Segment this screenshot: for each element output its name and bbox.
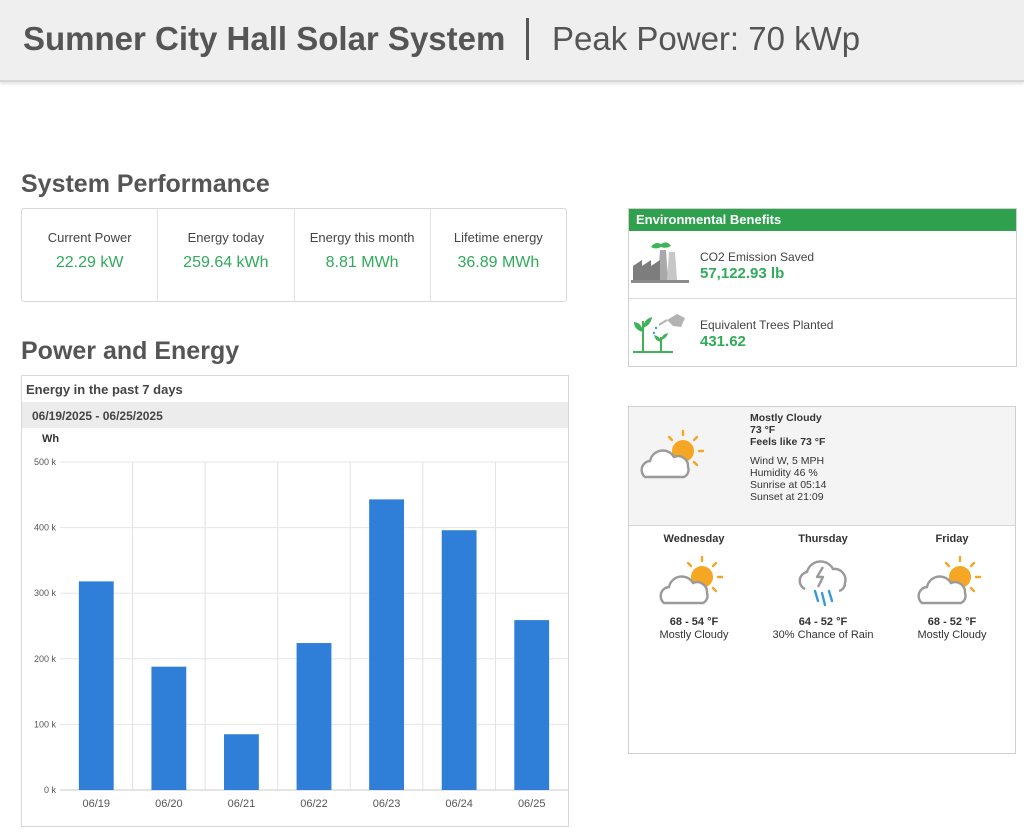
forecast-day: Wednesday 68 - 54 °F Mostly Cloudy	[630, 533, 758, 641]
feels-like: Feels like 73 °F	[750, 436, 826, 448]
metric-value: 22.29 kW	[55, 254, 124, 271]
y-tick-label: 400 k	[34, 523, 57, 533]
forecast-day-name: Thursday	[798, 533, 848, 545]
tree-watering-icon	[633, 314, 685, 353]
forecast-day: Friday 68 - 52 °F Mostly Cloudy	[888, 533, 1016, 641]
env-label: Equivalent Trees Planted	[700, 318, 834, 332]
forecast-day-name: Wednesday	[663, 533, 725, 545]
env-trees-row: Equivalent Trees Planted 431.62	[629, 299, 1016, 366]
bar-06-20	[151, 666, 187, 790]
environmental-benefits-panel: Environmental Benefits CO2 Emission Save…	[628, 208, 1017, 367]
peak-power: Peak Power: 70 kWp	[552, 20, 861, 57]
thunderstorm-rain-icon	[798, 560, 847, 607]
metric-lifetime-energy: Lifetime energy 36.89 MWh	[431, 209, 566, 301]
forecast-temp: 64 - 52 °F	[798, 616, 848, 628]
current-condition: Mostly Cloudy	[750, 412, 822, 424]
system-performance-title: System Performance	[21, 170, 270, 198]
bar-06-19	[78, 581, 114, 790]
env-co2-row: CO2 Emission Saved 57,122.93 lb	[629, 231, 1016, 299]
metric-value: 36.89 MWh	[457, 254, 540, 271]
metric-energy-today: Energy today 259.64 kWh	[158, 209, 295, 301]
weather-panel: Mostly Cloudy 73 °F Feels like 73 °F Win…	[628, 406, 1016, 754]
factory-icon	[631, 242, 689, 283]
y-axis-label: Wh	[42, 433, 59, 445]
metric-value: 8.81 MWh	[325, 254, 399, 271]
bar-06-22	[296, 643, 332, 790]
y-tick-label: 0 k	[44, 785, 57, 795]
y-tick-label: 200 k	[34, 654, 57, 664]
y-tick-label: 100 k	[34, 719, 57, 729]
metric-label: Current Power	[47, 230, 132, 245]
x-tick-label: 06/20	[155, 798, 183, 810]
partly-cloudy-icon	[659, 555, 724, 605]
bar-06-21	[224, 734, 259, 790]
x-tick-label: 06/21	[228, 798, 256, 810]
energy-chart-panel: Energy in the past 7 days 06/19/2025 - 0…	[21, 375, 569, 827]
wind: Wind W, 5 MPH	[750, 455, 825, 467]
chart-date-range: 06/19/2025 - 06/25/2025	[22, 402, 568, 428]
header-divider	[526, 18, 529, 60]
bar-06-23	[369, 499, 404, 790]
sunrise: Sunrise at 05:14	[750, 479, 827, 491]
page-header: Sumner City Hall Solar System Peak Power…	[0, 0, 1024, 82]
bar-06-25	[514, 620, 550, 790]
metric-label: Lifetime energy	[453, 230, 543, 245]
forecast-condition: 30% Chance of Rain	[772, 629, 874, 641]
x-tick-label: 06/23	[373, 798, 401, 810]
env-value: 431.62	[700, 333, 746, 350]
x-tick-label: 06/24	[445, 798, 473, 810]
env-value: 57,122.93 lb	[700, 265, 785, 282]
current-temp: 73 °F	[750, 424, 776, 436]
x-tick-label: 06/25	[518, 798, 546, 810]
env-label: CO2 Emission Saved	[700, 250, 815, 264]
bar-06-24	[441, 530, 477, 790]
forecast-temp: 68 - 54 °F	[669, 616, 719, 628]
env-header: Environmental Benefits	[629, 209, 1016, 231]
x-tick-label: 06/22	[300, 798, 328, 810]
date-range-label: 06/19/2025 - 06/25/2025	[32, 409, 163, 423]
humidity: Humidity 46 %	[750, 467, 818, 479]
partly-cloudy-icon	[917, 555, 982, 605]
x-tick-label: 06/19	[83, 798, 111, 810]
forecast-temp: 68 - 52 °F	[927, 616, 977, 628]
forecast-day: Thursday 64 - 52 °F 30% Chance of Rain	[759, 533, 887, 641]
performance-panel: Current Power 22.29 kW Energy today 259.…	[21, 208, 567, 302]
y-tick-label: 500 k	[34, 457, 57, 467]
metric-current-power: Current Power 22.29 kW	[22, 209, 159, 301]
chart-header: Energy in the past 7 days	[26, 382, 183, 397]
y-tick-label: 300 k	[34, 588, 57, 598]
forecast-day-name: Friday	[935, 533, 969, 545]
sunset: Sunset at 21:09	[750, 491, 824, 503]
forecast-condition: Mostly Cloudy	[659, 629, 729, 641]
system-title: Sumner City Hall Solar System	[23, 20, 506, 57]
energy-bar-chart: Wh 0 k 100 k 200 k 300 k 400 k 500 k 06/19 06/20…	[34, 433, 568, 810]
forecast-condition: Mostly Cloudy	[917, 629, 987, 641]
partly-cloudy-icon	[640, 429, 705, 479]
current-weather: Mostly Cloudy 73 °F Feels like 73 °F Win…	[629, 407, 1015, 526]
metric-energy-month: Energy this month 8.81 MWh	[295, 209, 431, 301]
metric-label: Energy today	[187, 230, 265, 245]
power-energy-title: Power and Energy	[21, 337, 240, 365]
current-weather-details: Mostly Cloudy 73 °F Feels like 73 °F Win…	[750, 412, 826, 503]
metric-value: 259.64 kWh	[183, 254, 269, 271]
metric-label: Energy this month	[309, 230, 415, 245]
